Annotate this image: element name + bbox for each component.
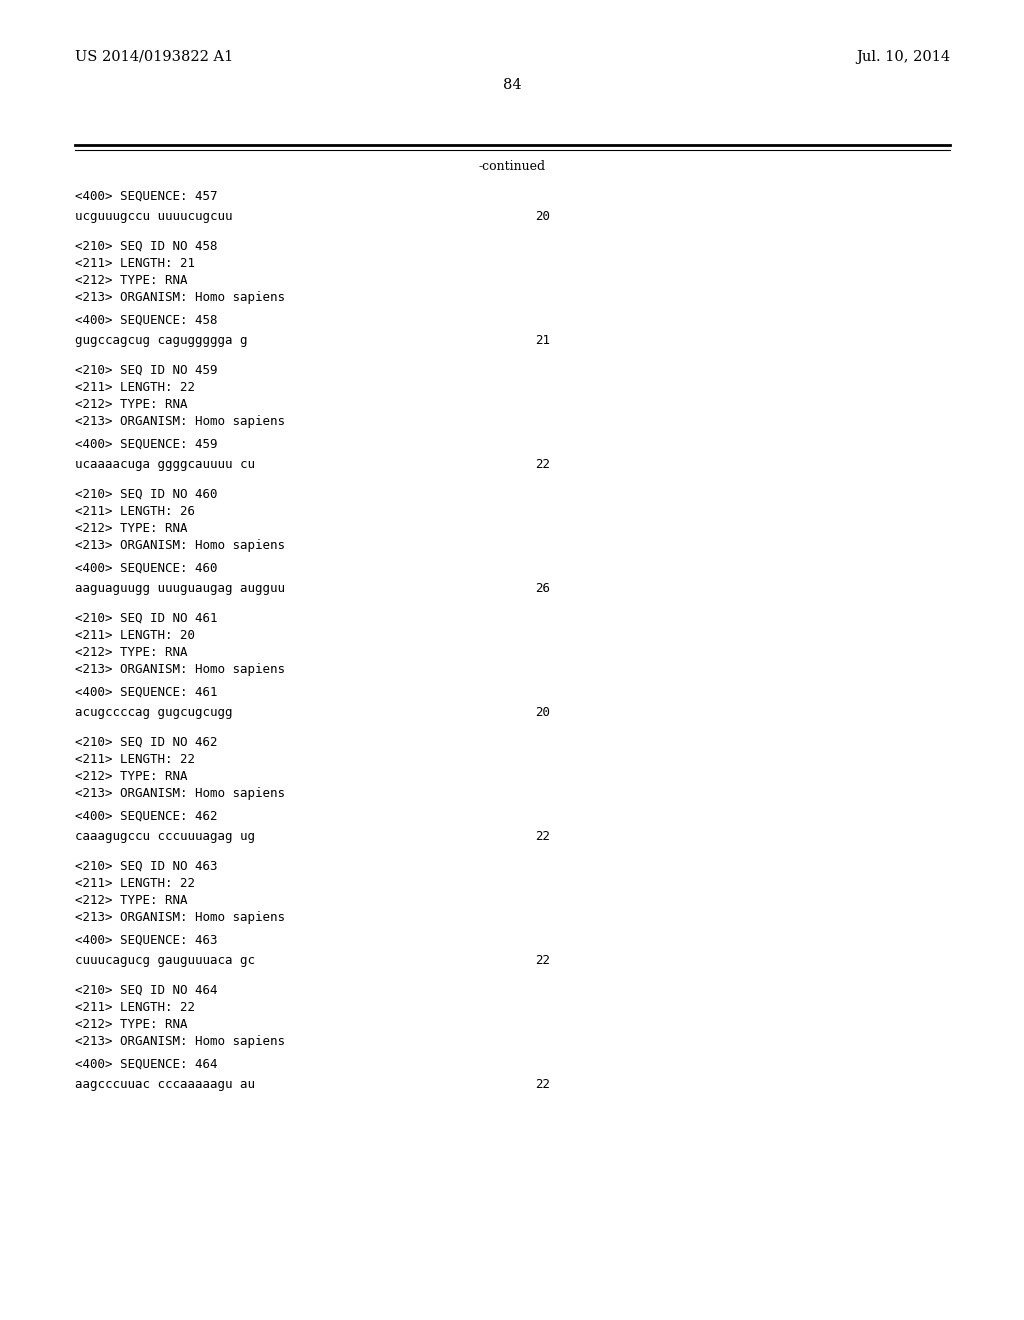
Text: <213> ORGANISM: Homo sapiens: <213> ORGANISM: Homo sapiens [75,1035,285,1048]
Text: caaagugccu cccuuuagag ug: caaagugccu cccuuuagag ug [75,830,255,843]
Text: <210> SEQ ID NO 459: <210> SEQ ID NO 459 [75,364,217,378]
Text: gugccagcug caguggggga g: gugccagcug caguggggga g [75,334,248,347]
Text: <212> TYPE: RNA: <212> TYPE: RNA [75,645,187,659]
Text: 26: 26 [535,582,550,595]
Text: 84: 84 [503,78,521,92]
Text: <212> TYPE: RNA: <212> TYPE: RNA [75,399,187,411]
Text: <400> SEQUENCE: 461: <400> SEQUENCE: 461 [75,686,217,700]
Text: <400> SEQUENCE: 459: <400> SEQUENCE: 459 [75,438,217,451]
Text: -continued: -continued [478,160,546,173]
Text: <212> TYPE: RNA: <212> TYPE: RNA [75,770,187,783]
Text: Jul. 10, 2014: Jul. 10, 2014 [856,50,950,63]
Text: 20: 20 [535,706,550,719]
Text: <211> LENGTH: 20: <211> LENGTH: 20 [75,630,195,642]
Text: <211> LENGTH: 22: <211> LENGTH: 22 [75,752,195,766]
Text: <400> SEQUENCE: 458: <400> SEQUENCE: 458 [75,314,217,327]
Text: <213> ORGANISM: Homo sapiens: <213> ORGANISM: Homo sapiens [75,911,285,924]
Text: <212> TYPE: RNA: <212> TYPE: RNA [75,1018,187,1031]
Text: acugccccag gugcugcugg: acugccccag gugcugcugg [75,706,232,719]
Text: <211> LENGTH: 22: <211> LENGTH: 22 [75,876,195,890]
Text: <211> LENGTH: 22: <211> LENGTH: 22 [75,1001,195,1014]
Text: <211> LENGTH: 21: <211> LENGTH: 21 [75,257,195,271]
Text: <213> ORGANISM: Homo sapiens: <213> ORGANISM: Homo sapiens [75,414,285,428]
Text: 21: 21 [535,334,550,347]
Text: <213> ORGANISM: Homo sapiens: <213> ORGANISM: Homo sapiens [75,663,285,676]
Text: ucaaaacuga ggggcauuuu cu: ucaaaacuga ggggcauuuu cu [75,458,255,471]
Text: <212> TYPE: RNA: <212> TYPE: RNA [75,521,187,535]
Text: <213> ORGANISM: Homo sapiens: <213> ORGANISM: Homo sapiens [75,539,285,552]
Text: <210> SEQ ID NO 463: <210> SEQ ID NO 463 [75,861,217,873]
Text: <211> LENGTH: 26: <211> LENGTH: 26 [75,506,195,517]
Text: ucguuugccu uuuucugcuu: ucguuugccu uuuucugcuu [75,210,232,223]
Text: aagcccuuac cccaaaaagu au: aagcccuuac cccaaaaagu au [75,1078,255,1092]
Text: US 2014/0193822 A1: US 2014/0193822 A1 [75,50,233,63]
Text: <210> SEQ ID NO 458: <210> SEQ ID NO 458 [75,240,217,253]
Text: <213> ORGANISM: Homo sapiens: <213> ORGANISM: Homo sapiens [75,787,285,800]
Text: <212> TYPE: RNA: <212> TYPE: RNA [75,894,187,907]
Text: 22: 22 [535,458,550,471]
Text: cuuucagucg gauguuuaca gc: cuuucagucg gauguuuaca gc [75,954,255,968]
Text: aaguaguugg uuuguaugag augguu: aaguaguugg uuuguaugag augguu [75,582,285,595]
Text: <210> SEQ ID NO 460: <210> SEQ ID NO 460 [75,488,217,502]
Text: 22: 22 [535,830,550,843]
Text: <213> ORGANISM: Homo sapiens: <213> ORGANISM: Homo sapiens [75,290,285,304]
Text: <400> SEQUENCE: 464: <400> SEQUENCE: 464 [75,1059,217,1071]
Text: <400> SEQUENCE: 457: <400> SEQUENCE: 457 [75,190,217,203]
Text: 22: 22 [535,1078,550,1092]
Text: 22: 22 [535,954,550,968]
Text: <400> SEQUENCE: 460: <400> SEQUENCE: 460 [75,562,217,576]
Text: <400> SEQUENCE: 462: <400> SEQUENCE: 462 [75,810,217,822]
Text: <211> LENGTH: 22: <211> LENGTH: 22 [75,381,195,393]
Text: <212> TYPE: RNA: <212> TYPE: RNA [75,275,187,286]
Text: 20: 20 [535,210,550,223]
Text: <210> SEQ ID NO 461: <210> SEQ ID NO 461 [75,612,217,624]
Text: <400> SEQUENCE: 463: <400> SEQUENCE: 463 [75,935,217,946]
Text: <210> SEQ ID NO 462: <210> SEQ ID NO 462 [75,737,217,748]
Text: <210> SEQ ID NO 464: <210> SEQ ID NO 464 [75,983,217,997]
